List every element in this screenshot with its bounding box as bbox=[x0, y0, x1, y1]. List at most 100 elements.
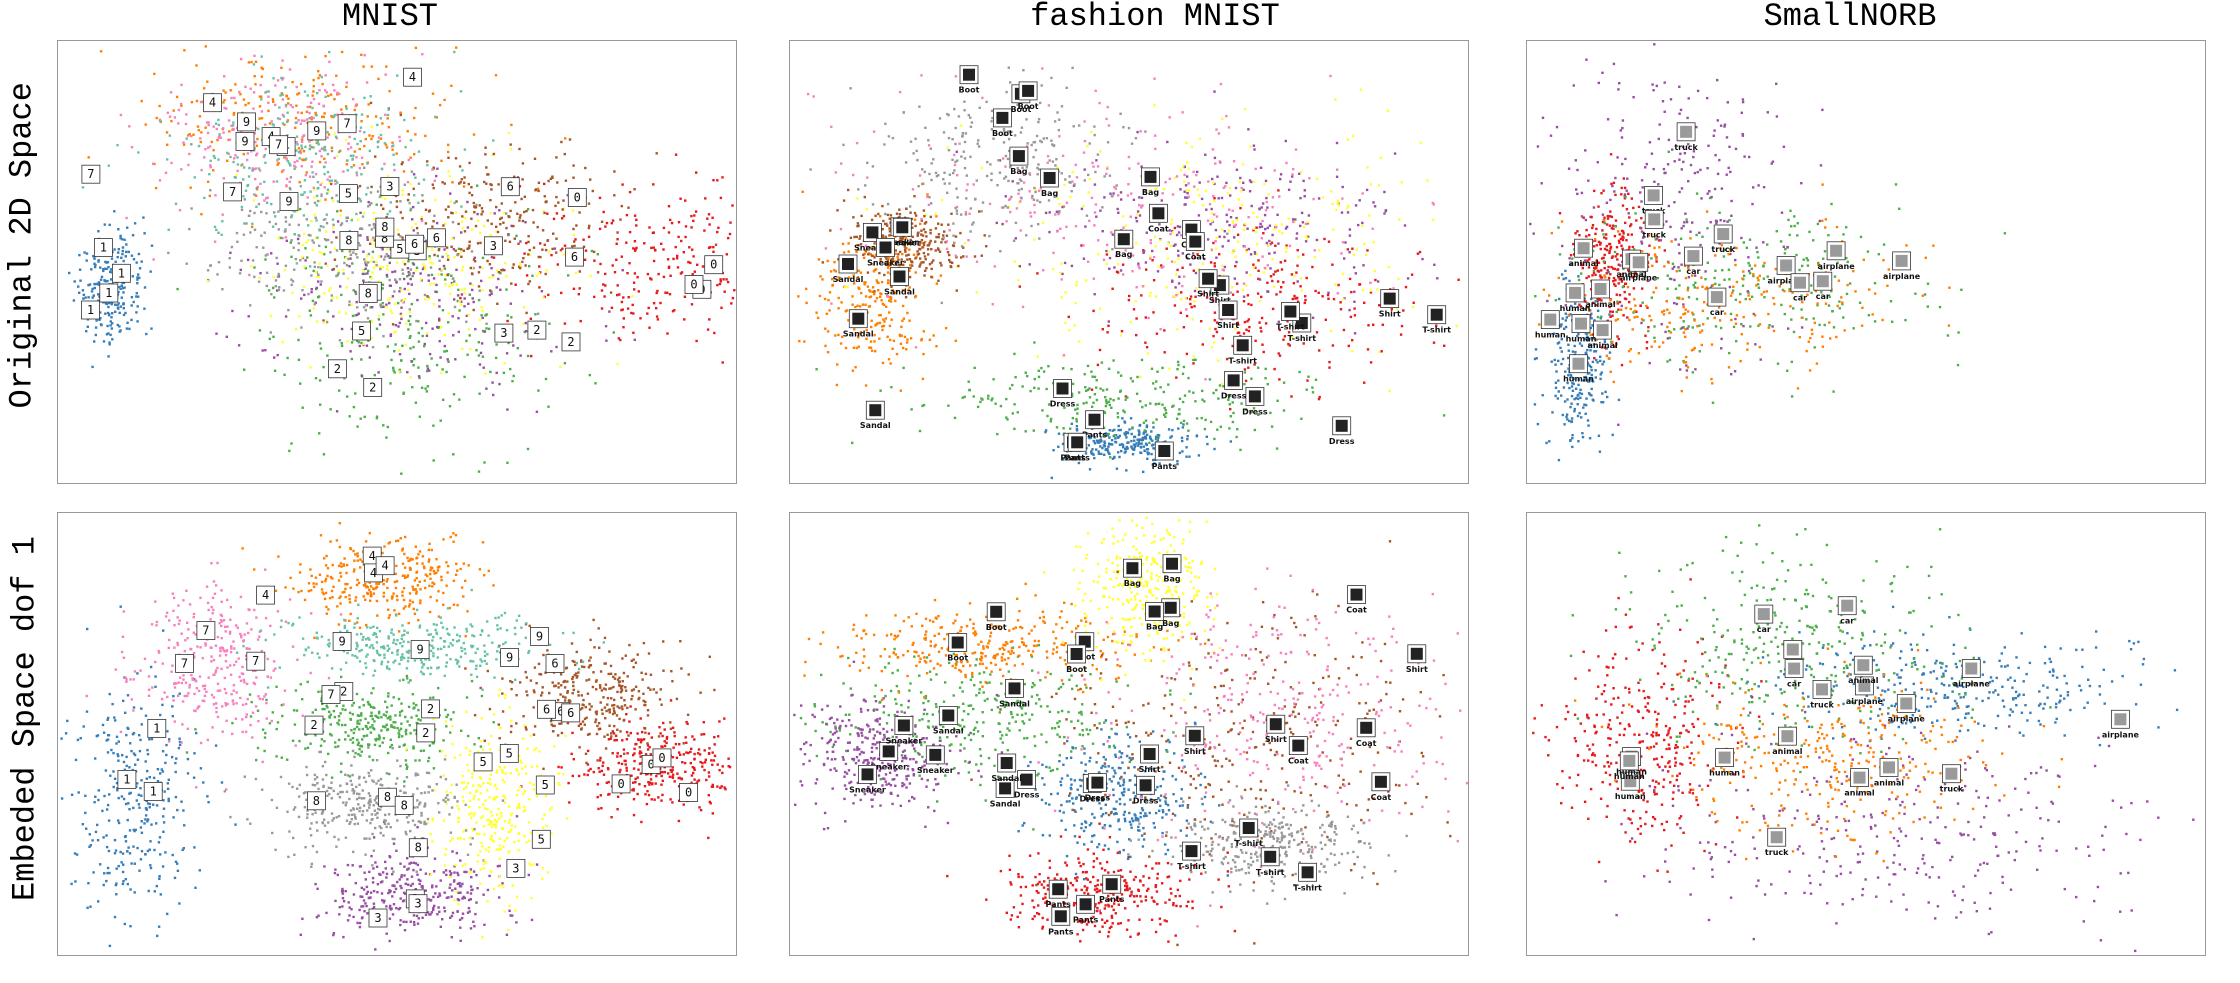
data-point bbox=[528, 280, 531, 283]
data-point bbox=[881, 328, 884, 332]
data-point bbox=[451, 315, 454, 318]
data-point bbox=[368, 149, 371, 153]
data-point bbox=[393, 168, 396, 172]
data-point bbox=[1071, 416, 1075, 420]
data-point bbox=[872, 130, 876, 133]
data-point bbox=[1142, 432, 1145, 435]
data-point bbox=[227, 119, 231, 122]
data-point bbox=[264, 349, 267, 352]
data-point bbox=[1112, 192, 1115, 195]
data-point bbox=[276, 275, 280, 279]
data-point bbox=[467, 182, 470, 186]
data-point bbox=[107, 314, 111, 317]
data-point bbox=[434, 115, 437, 119]
data-point bbox=[1093, 375, 1097, 379]
data-point bbox=[599, 262, 602, 266]
data-point bbox=[902, 366, 905, 370]
data-point bbox=[222, 89, 225, 92]
data-point bbox=[440, 273, 443, 276]
data-point bbox=[1248, 190, 1252, 193]
data-point bbox=[1269, 411, 1272, 415]
data-point bbox=[1051, 143, 1054, 146]
data-point bbox=[360, 53, 363, 56]
data-point bbox=[1399, 333, 1403, 336]
data-point bbox=[995, 221, 998, 225]
data-point bbox=[481, 289, 484, 292]
data-point bbox=[395, 281, 398, 284]
data-point bbox=[269, 314, 273, 318]
data-point bbox=[463, 216, 466, 220]
data-point bbox=[294, 165, 297, 169]
data-point bbox=[953, 163, 957, 167]
thumbnail-digit: 6 bbox=[507, 180, 514, 194]
data-point bbox=[985, 174, 989, 178]
thumbnail-0: 0 bbox=[704, 255, 724, 275]
data-point bbox=[886, 259, 890, 262]
data-point bbox=[1140, 206, 1143, 209]
data-point bbox=[319, 347, 323, 350]
data-point bbox=[77, 285, 80, 288]
data-point bbox=[377, 280, 380, 283]
data-point bbox=[1334, 98, 1337, 101]
data-point bbox=[1020, 179, 1023, 183]
data-point bbox=[927, 243, 931, 247]
data-point bbox=[1016, 103, 1019, 106]
data-point bbox=[1249, 253, 1253, 256]
data-point bbox=[721, 361, 724, 364]
data-point bbox=[725, 253, 728, 256]
data-point bbox=[402, 392, 405, 395]
data-point bbox=[509, 148, 513, 151]
data-point bbox=[235, 174, 238, 177]
data-point bbox=[1204, 418, 1207, 422]
data-point bbox=[291, 291, 294, 294]
data-point bbox=[906, 242, 910, 245]
data-point bbox=[1312, 197, 1315, 201]
data-point bbox=[1108, 174, 1112, 177]
data-point bbox=[1358, 283, 1361, 286]
data-point bbox=[1280, 286, 1283, 289]
data-point bbox=[879, 257, 882, 261]
data-point bbox=[695, 171, 698, 174]
data-point bbox=[1131, 254, 1135, 257]
data-point bbox=[381, 283, 385, 286]
data-point bbox=[1075, 280, 1079, 284]
data-point bbox=[1225, 394, 1228, 397]
data-point bbox=[279, 94, 282, 97]
data-point bbox=[345, 107, 348, 110]
data-point bbox=[398, 135, 401, 139]
data-point bbox=[1009, 81, 1012, 84]
data-point bbox=[509, 143, 512, 146]
data-point bbox=[1068, 175, 1071, 178]
data-point bbox=[367, 339, 370, 342]
data-point bbox=[435, 221, 439, 225]
data-point bbox=[961, 134, 964, 137]
data-point bbox=[1049, 417, 1053, 421]
data-point bbox=[879, 259, 882, 262]
data-point bbox=[465, 320, 468, 323]
data-point bbox=[425, 390, 428, 393]
data-point bbox=[900, 334, 903, 337]
data-point bbox=[142, 216, 145, 219]
data-point bbox=[1035, 134, 1039, 138]
data-point bbox=[905, 348, 908, 351]
data-point bbox=[898, 239, 901, 243]
data-point bbox=[365, 81, 369, 84]
data-point bbox=[250, 150, 253, 153]
data-point bbox=[1177, 363, 1180, 367]
data-point bbox=[873, 340, 876, 343]
data-point bbox=[904, 296, 908, 299]
data-point bbox=[867, 253, 870, 256]
data-point bbox=[1077, 391, 1081, 394]
data-point bbox=[385, 275, 389, 278]
data-point bbox=[98, 281, 101, 284]
data-point bbox=[328, 50, 331, 54]
data-point bbox=[957, 264, 960, 268]
data-point bbox=[1303, 195, 1306, 198]
thumbnail-digit: 1 bbox=[100, 241, 107, 255]
data-point bbox=[419, 272, 422, 275]
data-point bbox=[886, 295, 889, 298]
data-point bbox=[135, 295, 138, 298]
data-point bbox=[545, 200, 548, 203]
data-point bbox=[377, 318, 381, 321]
data-point bbox=[1167, 428, 1171, 431]
